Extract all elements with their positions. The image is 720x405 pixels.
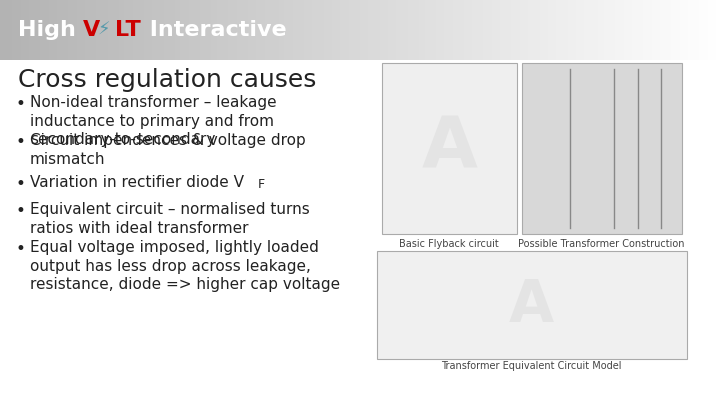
Text: •: • [15, 240, 25, 258]
Text: A: A [421, 114, 477, 183]
Text: Cross regulation causes: Cross regulation causes [18, 68, 316, 92]
Text: Transformer Equivalent Circuit Model: Transformer Equivalent Circuit Model [441, 361, 622, 371]
Text: Basic Flyback circuit: Basic Flyback circuit [399, 239, 499, 249]
Text: LT: LT [115, 20, 141, 40]
Text: High: High [18, 20, 84, 40]
Text: Variation in rectifier diode V: Variation in rectifier diode V [30, 175, 244, 190]
FancyBboxPatch shape [382, 63, 517, 234]
Text: •: • [15, 95, 25, 113]
Text: •: • [15, 175, 25, 193]
Text: A: A [509, 277, 554, 334]
FancyBboxPatch shape [521, 63, 682, 234]
Text: •: • [15, 133, 25, 151]
Text: Non-ideal transformer – leakage
inductance to primary and from
secondary-to-seco: Non-ideal transformer – leakage inductan… [30, 95, 276, 147]
Text: Possible Transformer Construction: Possible Transformer Construction [518, 239, 685, 249]
Text: F: F [258, 178, 265, 191]
Text: Circuit impendences & voltage drop
mismatch: Circuit impendences & voltage drop misma… [30, 133, 306, 166]
Text: Equivalent circuit – normalised turns
ratios with ideal transformer: Equivalent circuit – normalised turns ra… [30, 202, 310, 236]
Text: ⬣  TEXAS INSTRUMENTS: ⬣ TEXAS INSTRUMENTS [546, 380, 698, 390]
Text: Interactive: Interactive [142, 20, 287, 40]
Text: Equal voltage imposed, lightly loaded
output has less drop across leakage,
resis: Equal voltage imposed, lightly loaded ou… [30, 240, 340, 292]
FancyBboxPatch shape [377, 251, 687, 359]
Text: V: V [83, 20, 100, 40]
Text: ⚡: ⚡ [97, 21, 110, 39]
Text: •: • [15, 202, 25, 220]
